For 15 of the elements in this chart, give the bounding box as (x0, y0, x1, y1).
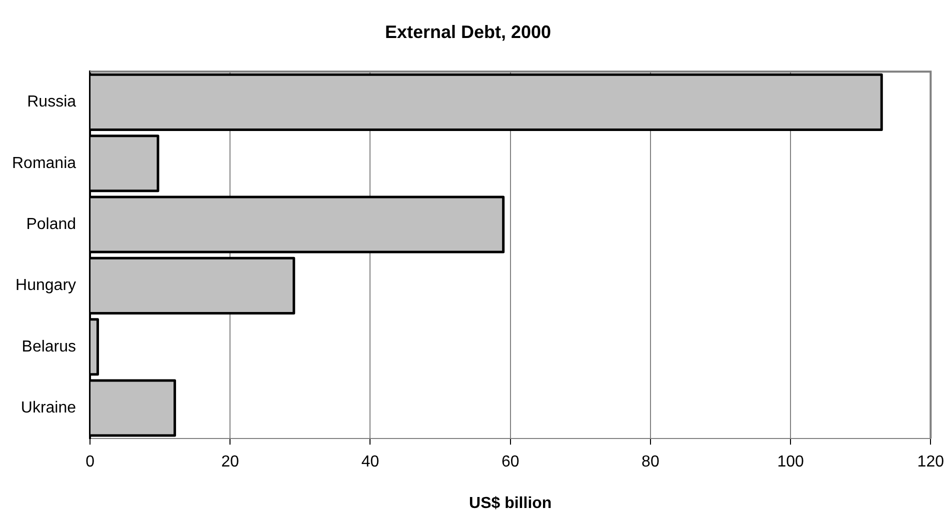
x-tick-label: 20 (221, 454, 240, 471)
x-tick-label: 100 (777, 454, 804, 471)
x-tick-label: 120 (917, 454, 944, 471)
x-tick-label: 0 (86, 454, 95, 471)
x-tick-label: 60 (501, 454, 520, 471)
y-tick-label: Hungary (16, 277, 76, 294)
chart-title: External Debt, 2000 (384, 22, 552, 42)
y-tick-label: Romania (12, 154, 76, 172)
y-tick-label: Poland (26, 216, 76, 233)
y-tick-label: Belarus (22, 338, 76, 356)
y-tick-label: Russia (27, 94, 76, 111)
y-tick-label: Ukraine (20, 399, 76, 416)
x-axis-title: US$ billion (469, 494, 552, 512)
x-tick-label: 40 (361, 454, 380, 471)
x-tick-label: 80 (642, 454, 660, 471)
